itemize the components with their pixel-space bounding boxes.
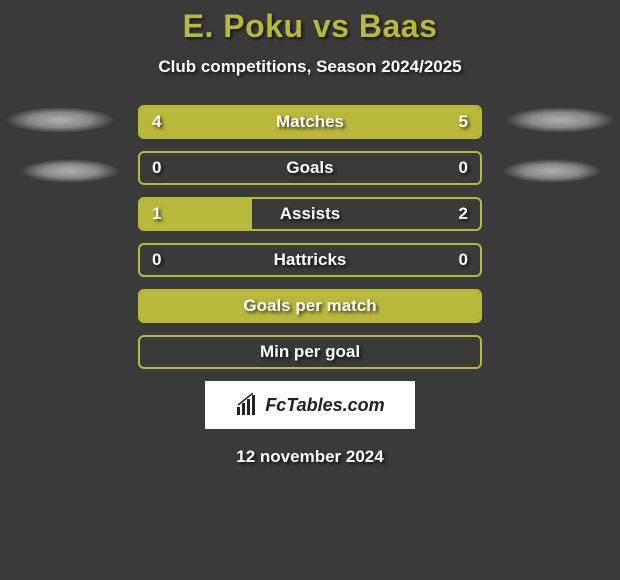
stat-row: 0 0Hattricks	[138, 243, 482, 277]
stats-rows-container: 45Matches00Goals12Assists00HattricksGoal…	[0, 105, 620, 369]
player-shadow-left-1	[5, 107, 115, 133]
stat-value-left: 0	[152, 158, 161, 178]
stat-row: 0 0Goals	[138, 151, 482, 185]
stat-value-left: 1	[152, 204, 161, 224]
page-title: E. Poku vs Baas	[0, 8, 620, 45]
stat-label: Min per goal	[140, 342, 480, 362]
stat-value-right: 2	[459, 204, 468, 224]
stat-label: Goals	[140, 158, 480, 178]
player-shadow-left-2	[20, 159, 120, 183]
stat-row: Min per goal	[138, 335, 482, 369]
logo-content: FcTables.com	[235, 393, 384, 417]
stat-value-left: 4	[152, 112, 161, 132]
player-shadow-right-1	[505, 107, 615, 133]
stat-row: Goals per match	[138, 289, 482, 323]
date-text: 12 november 2024	[0, 447, 620, 467]
stat-bar-right-fill	[290, 107, 480, 137]
subtitle: Club competitions, Season 2024/2025	[0, 57, 620, 77]
stat-value-left: 0	[152, 250, 161, 270]
stat-row: 45Matches	[138, 105, 482, 139]
stat-value-right: 5	[459, 112, 468, 132]
chart-icon	[235, 393, 259, 417]
stat-bar-left-fill	[140, 291, 480, 321]
stat-row: 12Assists	[138, 197, 482, 231]
stat-label: Hattricks	[140, 250, 480, 270]
comparison-card: E. Poku vs Baas Club competitions, Seaso…	[0, 0, 620, 580]
stat-bar-left-fill	[140, 107, 290, 137]
logo-text: FcTables.com	[265, 395, 384, 416]
logo-box: FcTables.com	[205, 381, 415, 429]
stat-value-right: 0	[459, 158, 468, 178]
stat-value-right: 0	[459, 250, 468, 270]
player-shadow-right-2	[502, 159, 602, 183]
stats-area: 45Matches00Goals12Assists00HattricksGoal…	[0, 105, 620, 369]
